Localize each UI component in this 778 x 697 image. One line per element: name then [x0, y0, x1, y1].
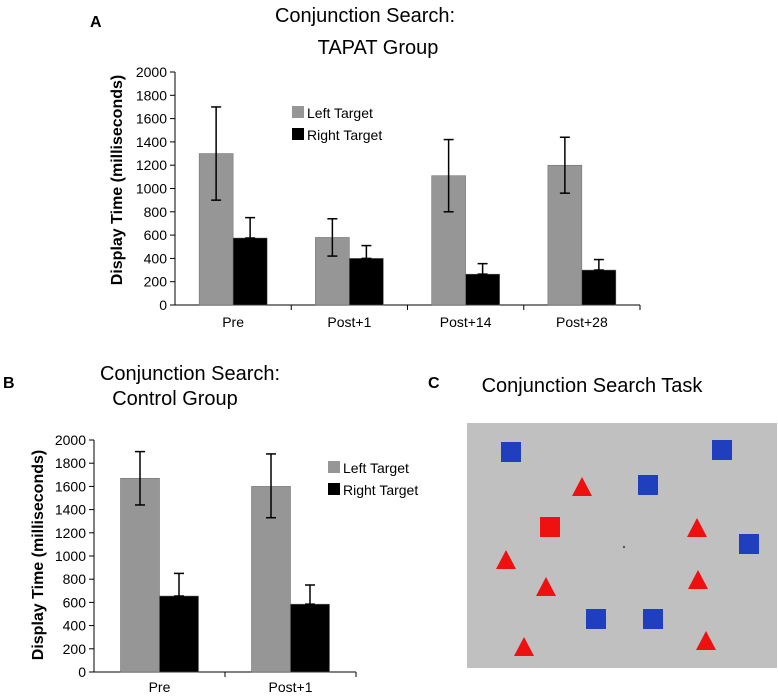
red-triangle-stimulus — [687, 518, 707, 537]
red-triangle-stimulus — [496, 550, 516, 569]
blue-square-stimulus — [739, 534, 759, 554]
chart-b-legend-label-left: Left Target — [343, 460, 409, 476]
chart-b-x-tick-label: Post+1 — [269, 679, 313, 695]
chart-a-y-tick-label: 2000 — [136, 64, 167, 80]
chart-a-y-tick-label: 1400 — [136, 134, 167, 150]
red-square-stimulus — [540, 517, 560, 537]
chart-b-title-line-2: Control Group — [112, 388, 238, 410]
chart-b-y-tick-label: 1600 — [55, 478, 86, 494]
chart-a-y-tick-label: 800 — [144, 204, 168, 220]
chart-b-y-tick-label: 1400 — [55, 502, 86, 518]
chart-a-legend-label-right: Right Target — [307, 127, 382, 143]
blue-square-stimulus — [638, 475, 658, 495]
chart-b-y-tick-label: 1800 — [55, 455, 86, 471]
chart-a-legend-label-left: Left Target — [307, 105, 373, 121]
task-panel-title: Conjunction Search Task — [482, 375, 704, 397]
chart-b-y-tick-label: 800 — [63, 571, 87, 587]
chart-b-bar-right — [290, 603, 330, 673]
chart-a-plot: 0 200 400 600 800 1000 1200 1400 1600 1800 2000 Pre… — [136, 64, 641, 330]
blue-square-stimulus — [586, 609, 606, 629]
chart-a-y-tick-label: 1600 — [136, 111, 167, 127]
chart-b-legend-label-right: Right Target — [343, 482, 418, 498]
chart-a-y-tick-label: 200 — [144, 274, 168, 290]
chart-a-y-tick-label: 400 — [144, 250, 168, 266]
blue-square-stimulus — [643, 609, 663, 629]
chart-a-bar-right — [581, 269, 617, 306]
chart-b-y-tick-label: 0 — [78, 664, 86, 680]
chart-b-y-tick-label: 200 — [63, 641, 87, 657]
task-display-stimuli — [496, 440, 759, 656]
red-triangle-stimulus — [688, 570, 708, 589]
red-triangle-stimulus — [572, 477, 592, 496]
chart-a-title-line-1: Conjunction Search: — [275, 5, 455, 27]
chart-b-y-tick-label: 2000 — [55, 432, 86, 448]
chart-a-legend-swatch-left — [292, 106, 304, 118]
chart-a-x-tick-label: Post+14 — [440, 314, 492, 330]
red-triangle-stimulus — [536, 577, 556, 596]
chart-a-y-tick-label: 1200 — [136, 157, 167, 173]
chart-b-legend-swatch-left — [328, 461, 340, 473]
chart-a-bar-right — [465, 273, 500, 306]
chart-a-x-tick-label: Pre — [222, 314, 244, 330]
chart-a-bar-right — [349, 258, 384, 306]
chart-b-x-tick-label: Pre — [149, 679, 171, 695]
chart-a-x-tick-label: Post+1 — [327, 314, 371, 330]
chart-b-legend-swatch-right — [328, 483, 340, 495]
chart-a-y-tick-label: 0 — [159, 297, 167, 313]
chart-a-legend-swatch-right — [292, 128, 304, 140]
chart-b-y-tick-label: 1200 — [55, 525, 86, 541]
red-triangle-stimulus — [696, 631, 716, 650]
chart-b-ylabel: Display Time (milliseconds) — [30, 450, 47, 660]
chart-a-x-tick-label: Post+28 — [556, 314, 608, 330]
chart-b-y-tick-label: 1000 — [55, 548, 86, 564]
blue-square-stimulus — [712, 440, 732, 460]
red-triangle-stimulus — [514, 637, 534, 656]
panel-letter-b: B — [3, 375, 15, 392]
task-display-background — [467, 423, 777, 668]
blue-square-stimulus — [501, 442, 521, 462]
chart-a-bar-right — [232, 237, 268, 306]
chart-b-title-line-1: Conjunction Search: — [100, 363, 280, 385]
chart-a-y-tick-label: 1000 — [136, 181, 167, 197]
chart-b-y-tick-label: 600 — [63, 594, 87, 610]
chart-b-bar-left — [120, 478, 160, 673]
chart-a-y-tick-label: 1800 — [136, 87, 167, 103]
chart-b-plot: 0 200 400 600 800 1000 1200 1400 1600 1800 2000 Pre… — [55, 432, 418, 695]
fixation-point — [622, 545, 626, 549]
panel-letter-a: A — [90, 14, 102, 31]
chart-b-y-tick-label: 400 — [63, 618, 87, 634]
panel-letter-c: C — [428, 375, 440, 392]
chart-a-y-tick-label: 600 — [144, 227, 168, 243]
chart-a-ylabel: Display Time (milliseconds) — [109, 75, 126, 285]
chart-b-bar-right — [159, 595, 199, 673]
chart-a-title-line-2: TAPAT Group — [318, 37, 439, 59]
